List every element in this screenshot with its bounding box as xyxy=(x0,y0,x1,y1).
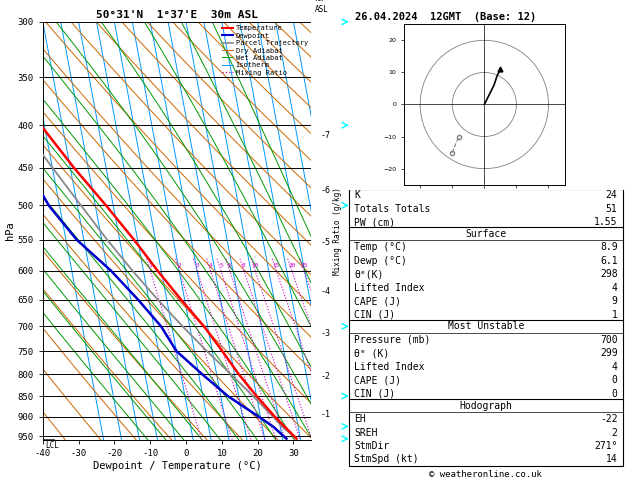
Text: Dewp (°C): Dewp (°C) xyxy=(354,256,407,266)
Legend: Temperature, Dewpoint, Parcel Trajectory, Dry Adiabat, Wet Adiabat, Isotherm, Mi: Temperature, Dewpoint, Parcel Trajectory… xyxy=(223,25,308,76)
Text: CIN (J): CIN (J) xyxy=(354,310,396,320)
Text: 51: 51 xyxy=(606,204,618,214)
Text: θᵉ(K): θᵉ(K) xyxy=(354,269,384,279)
Text: 15: 15 xyxy=(272,262,280,268)
Text: 700: 700 xyxy=(600,335,618,345)
Title: 50°31'N  1°37'E  30m ASL: 50°31'N 1°37'E 30m ASL xyxy=(96,10,258,20)
Text: Totals Totals: Totals Totals xyxy=(354,204,431,214)
Text: 2: 2 xyxy=(611,428,618,437)
Text: 3: 3 xyxy=(196,262,199,268)
Text: Lifted Index: Lifted Index xyxy=(354,362,425,372)
Text: Mixing Ratio (g/kg): Mixing Ratio (g/kg) xyxy=(333,187,342,275)
Text: PW (cm): PW (cm) xyxy=(354,217,396,227)
Text: SREH: SREH xyxy=(354,428,378,437)
Text: EH: EH xyxy=(354,414,366,424)
Text: LCL: LCL xyxy=(46,441,60,450)
Text: -4: -4 xyxy=(320,287,330,296)
Text: 299: 299 xyxy=(600,348,618,358)
Text: 20: 20 xyxy=(288,262,296,268)
Text: 8: 8 xyxy=(242,262,246,268)
Text: 25: 25 xyxy=(301,262,308,268)
Text: 1: 1 xyxy=(611,310,618,320)
Text: Most Unstable: Most Unstable xyxy=(448,321,524,331)
Text: -1: -1 xyxy=(320,410,330,419)
Text: 6.1: 6.1 xyxy=(600,256,618,266)
Text: 4: 4 xyxy=(611,362,618,372)
Text: 8.9: 8.9 xyxy=(600,242,618,252)
Text: Temp (°C): Temp (°C) xyxy=(354,242,407,252)
Text: Pressure (mb): Pressure (mb) xyxy=(354,335,431,345)
Text: 24: 24 xyxy=(606,191,618,200)
Text: 5: 5 xyxy=(219,262,223,268)
Text: Lifted Index: Lifted Index xyxy=(354,283,425,293)
X-axis label: Dewpoint / Temperature (°C): Dewpoint / Temperature (°C) xyxy=(92,461,262,470)
Text: 4: 4 xyxy=(209,262,213,268)
Text: km
ASL: km ASL xyxy=(314,0,328,14)
Text: CAPE (J): CAPE (J) xyxy=(354,375,401,385)
Text: -22: -22 xyxy=(600,414,618,424)
Text: -7: -7 xyxy=(320,131,330,140)
Text: CAPE (J): CAPE (J) xyxy=(354,296,401,306)
Bar xyxy=(348,189,623,229)
X-axis label: kt: kt xyxy=(480,199,489,208)
Text: 1: 1 xyxy=(148,262,152,268)
Y-axis label: hPa: hPa xyxy=(5,222,15,240)
Text: 10: 10 xyxy=(252,262,259,268)
Text: 298: 298 xyxy=(600,269,618,279)
Text: CIN (J): CIN (J) xyxy=(354,389,396,399)
Text: -6: -6 xyxy=(320,186,330,195)
Bar xyxy=(348,227,623,321)
Text: © weatheronline.co.uk: © weatheronline.co.uk xyxy=(430,469,542,479)
Text: 14: 14 xyxy=(606,454,618,465)
Text: Hodograph: Hodograph xyxy=(459,400,513,411)
Text: StmDir: StmDir xyxy=(354,441,389,451)
Text: StmSpd (kt): StmSpd (kt) xyxy=(354,454,419,465)
Text: 26.04.2024  12GMT  (Base: 12): 26.04.2024 12GMT (Base: 12) xyxy=(355,12,537,22)
Text: 271°: 271° xyxy=(594,441,618,451)
Bar xyxy=(348,399,623,466)
Text: K: K xyxy=(354,191,360,200)
Text: -3: -3 xyxy=(320,330,330,338)
Text: 9: 9 xyxy=(611,296,618,306)
Text: 2: 2 xyxy=(177,262,181,268)
Text: 0: 0 xyxy=(611,389,618,399)
Text: 6: 6 xyxy=(228,262,231,268)
Text: 0: 0 xyxy=(611,375,618,385)
Text: -2: -2 xyxy=(320,372,330,381)
Text: θᵉ (K): θᵉ (K) xyxy=(354,348,389,358)
Text: 4: 4 xyxy=(611,283,618,293)
Text: -5: -5 xyxy=(320,239,330,247)
Text: Surface: Surface xyxy=(465,229,506,239)
Bar xyxy=(348,319,623,400)
Text: 1.55: 1.55 xyxy=(594,217,618,227)
